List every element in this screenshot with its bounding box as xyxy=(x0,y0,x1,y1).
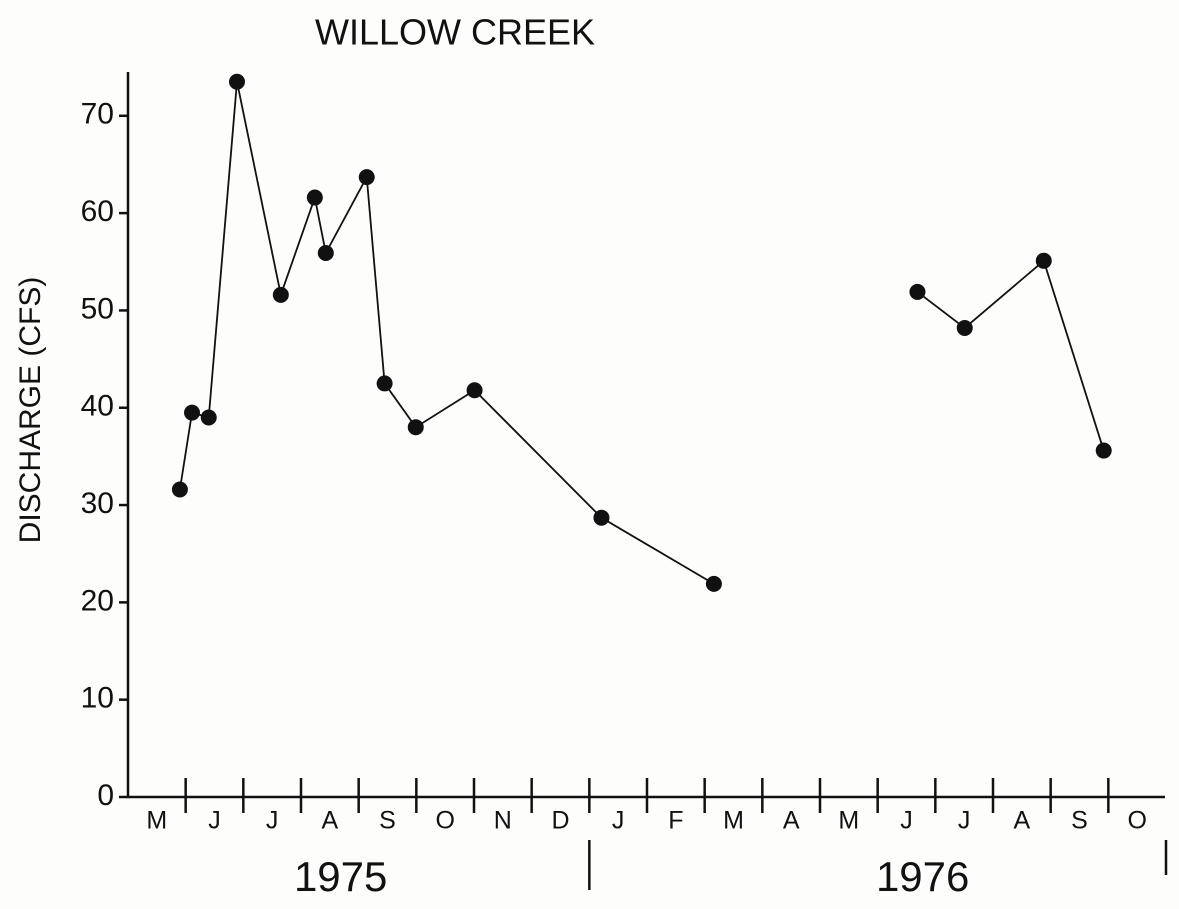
x-tick-label: A xyxy=(321,807,338,835)
y-tick-label: 70 xyxy=(81,98,114,131)
data-point xyxy=(200,409,217,426)
data-point xyxy=(593,509,610,526)
data-point xyxy=(1095,442,1112,459)
x-tick-label: M xyxy=(838,807,859,835)
x-tick-label: J xyxy=(612,807,625,835)
year-label: 1975 xyxy=(294,853,387,900)
data-point xyxy=(1035,252,1052,269)
x-tick-label: F xyxy=(668,807,683,835)
y-tick-label: 10 xyxy=(81,682,114,715)
data-point xyxy=(358,169,375,186)
data-point xyxy=(184,404,201,421)
x-tick-label: A xyxy=(783,807,800,835)
data-point xyxy=(306,189,323,206)
x-tick-label: S xyxy=(1071,807,1088,835)
data-point xyxy=(407,419,424,436)
x-tick-label: N xyxy=(494,807,512,835)
y-axis-label: DISCHARGE (CFS) xyxy=(14,277,47,544)
x-tick-label: O xyxy=(1127,807,1146,835)
y-tick-label: 20 xyxy=(81,584,114,617)
y-tick-label: 0 xyxy=(97,779,114,812)
y-tick-label: 50 xyxy=(81,292,114,325)
x-tick-label: O xyxy=(435,807,454,835)
data-point xyxy=(228,73,245,90)
x-tick-label: J xyxy=(900,807,913,835)
y-tick-label: 30 xyxy=(81,487,114,520)
data-point xyxy=(317,245,334,262)
x-tick-label: D xyxy=(551,807,569,835)
x-tick-label: M xyxy=(146,807,167,835)
x-tick-label: J xyxy=(208,807,221,835)
line xyxy=(916,259,1105,451)
y-tick-label: 40 xyxy=(81,390,114,423)
x-tick-label: A xyxy=(1013,807,1030,835)
data-point xyxy=(272,286,289,303)
data-point xyxy=(376,375,393,392)
data-point xyxy=(956,319,973,336)
data-point xyxy=(705,575,722,592)
x-tick-label: M xyxy=(723,807,744,835)
x-tick-label: J xyxy=(266,807,279,835)
x-tick-label: J xyxy=(958,807,971,835)
data-point xyxy=(466,382,483,399)
y-tick-label: 60 xyxy=(81,195,114,228)
data-point xyxy=(909,283,926,300)
data-point xyxy=(171,481,188,498)
year-label: 1976 xyxy=(876,853,969,900)
chart-title: WILLOW CREEK xyxy=(315,12,595,53)
x-tick-label: S xyxy=(379,807,396,835)
